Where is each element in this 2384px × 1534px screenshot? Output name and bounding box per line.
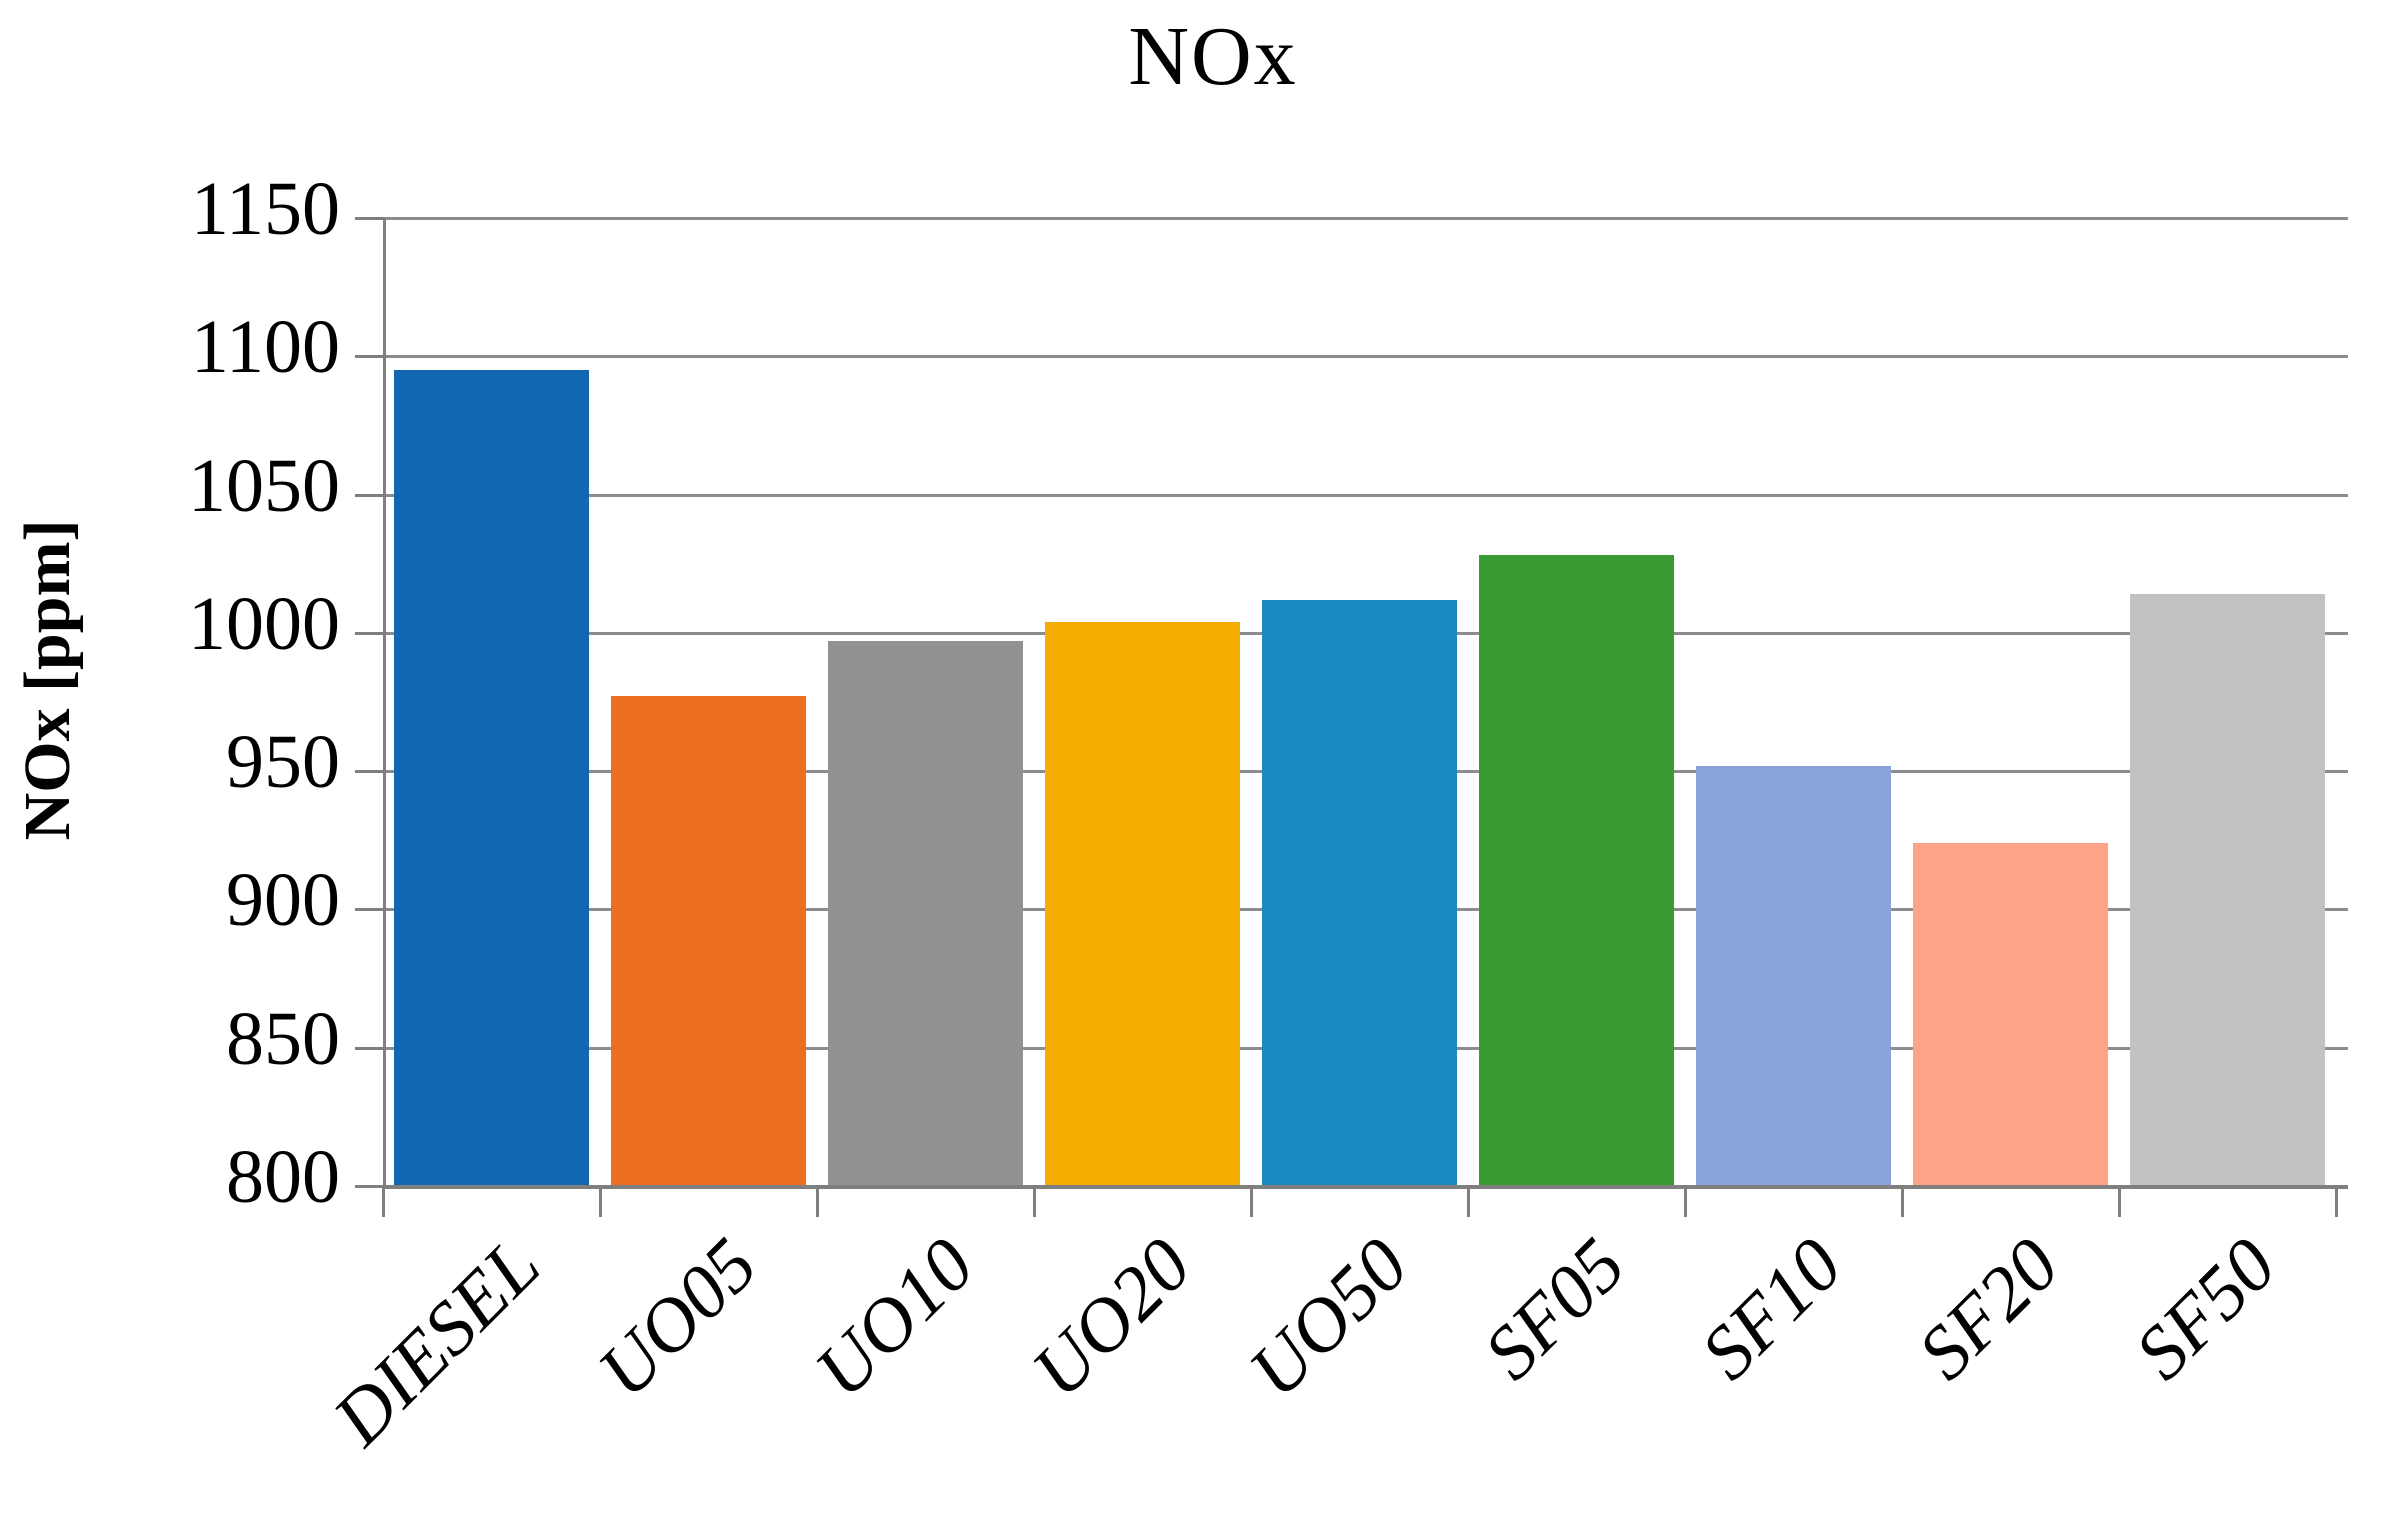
x-axis-tick [1467, 1186, 1470, 1217]
x-axis-tick [1901, 1186, 1904, 1217]
y-axis-tick [355, 493, 384, 497]
bar-sf10 [1696, 765, 1891, 1186]
gridline [383, 355, 2348, 359]
chart-title: NOx [1128, 10, 1298, 103]
y-axis-tick [355, 631, 384, 635]
gridline [383, 217, 2348, 220]
x-axis-tick [1033, 1186, 1036, 1217]
y-tick-label: 1100 [190, 305, 340, 390]
bar-sf05 [1479, 555, 1674, 1186]
x-axis-tick [816, 1186, 819, 1217]
y-axis-tick [355, 217, 384, 220]
x-axis-tick [2118, 1186, 2121, 1217]
y-tick-label: 900 [226, 858, 340, 943]
y-axis-tick [355, 1046, 384, 1050]
bar-uo20 [1045, 621, 1240, 1186]
y-axis-tick [355, 1185, 384, 1188]
bar-uo05 [611, 696, 806, 1186]
y-tick-label: 800 [226, 1135, 340, 1219]
y-tick-label: 1000 [188, 581, 340, 666]
x-axis-tick [1684, 1186, 1687, 1217]
x-axis-line [383, 1185, 2348, 1189]
bar-sf50 [2130, 594, 2325, 1186]
y-tick-label: 950 [226, 720, 340, 805]
y-axis-tick [355, 908, 384, 912]
x-axis-tick [382, 1186, 385, 1217]
y-tick-label: 1050 [188, 443, 340, 528]
y-tick-label: 850 [226, 996, 340, 1081]
bar-uo10 [828, 641, 1023, 1186]
x-axis-tick [1250, 1186, 1253, 1217]
gridline [383, 493, 2348, 497]
y-axis-line [383, 218, 386, 1186]
x-axis-tick [2335, 1186, 2338, 1217]
y-axis-tick [355, 355, 384, 359]
bar-uo50 [1262, 599, 1457, 1186]
bar-diesel [394, 370, 589, 1186]
y-tick-label: 1150 [190, 167, 340, 251]
bar-sf20 [1913, 843, 2108, 1186]
x-axis-tick [599, 1186, 602, 1217]
y-axis-tick [355, 770, 384, 774]
